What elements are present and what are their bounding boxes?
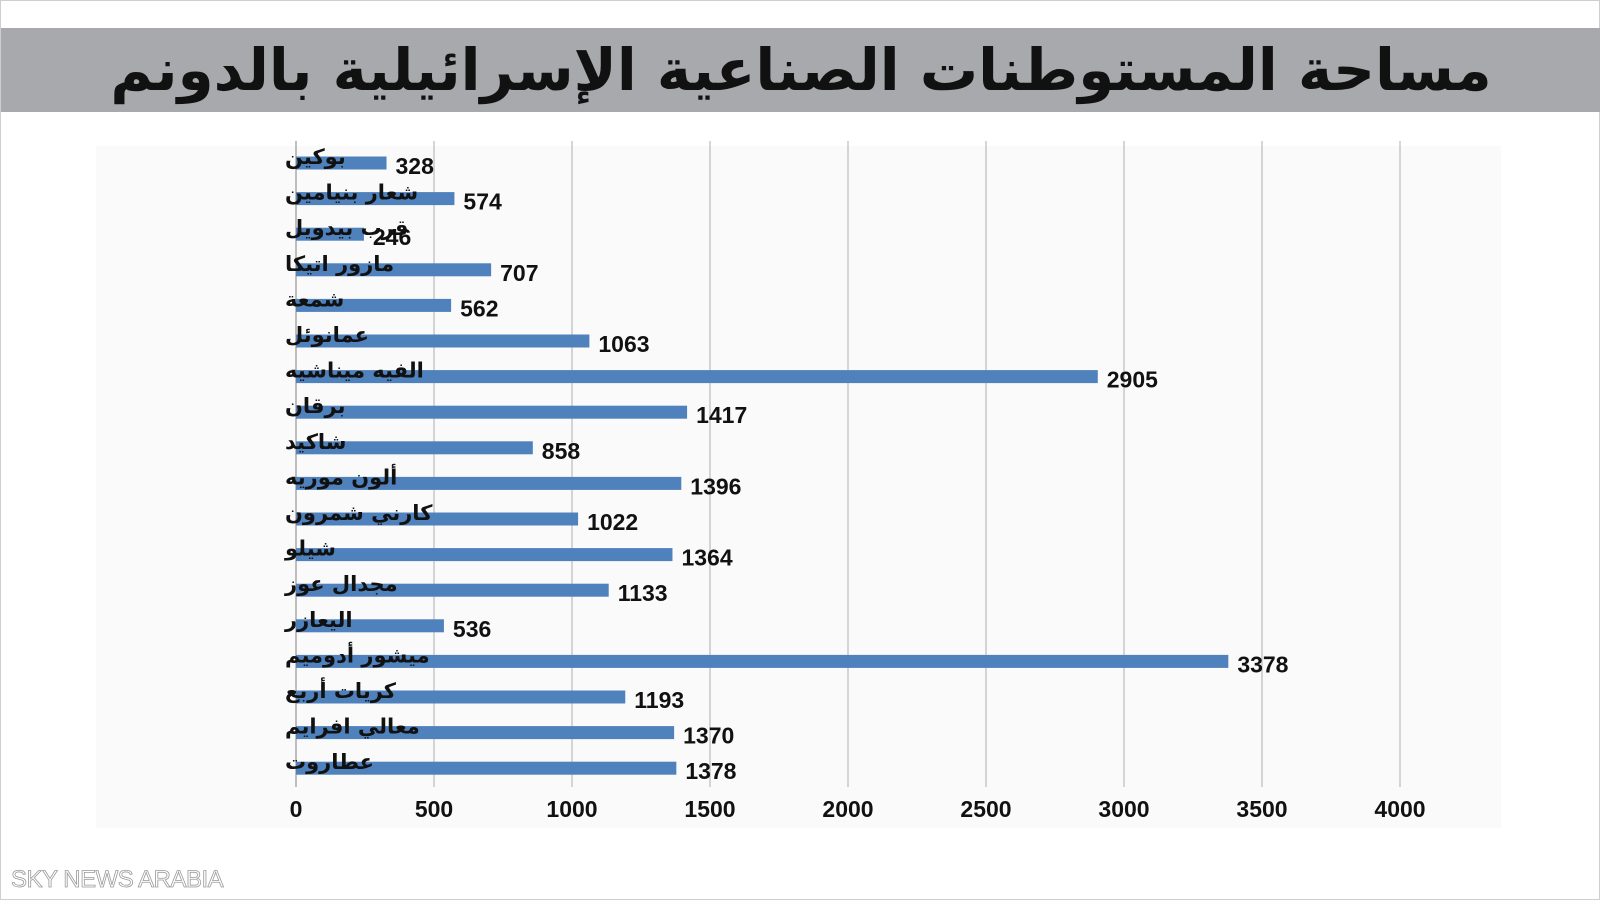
- x-tick-label: 0: [290, 796, 303, 822]
- bar: [296, 690, 626, 704]
- bar: [296, 334, 590, 348]
- bar: [296, 156, 387, 170]
- x-tick-label: 1000: [546, 796, 597, 822]
- category-label: عطاروت: [285, 750, 374, 774]
- category-label: بوكين: [285, 145, 346, 169]
- category-label: عمانوئل: [285, 323, 369, 347]
- bar: [296, 298, 452, 312]
- bar: [296, 548, 673, 562]
- data-label: 246: [373, 224, 411, 250]
- chart-title: مساحة المستوطنات الصناعية الإسرائيلية با…: [110, 36, 1492, 104]
- data-label: 328: [396, 153, 435, 179]
- x-tick-label: 1500: [684, 796, 735, 822]
- bar: [296, 512, 579, 526]
- category-label: شعار بنيامين: [285, 181, 418, 205]
- bar: [296, 370, 1098, 384]
- data-label: 1193: [634, 687, 684, 713]
- bar: [296, 263, 492, 277]
- watermark-logo: SKY NEWS ARABIA: [11, 866, 224, 893]
- x-tick-label: 2000: [822, 796, 873, 822]
- x-tick-label: 3000: [1098, 796, 1149, 822]
- x-tick-label: 500: [415, 796, 453, 822]
- category-label: مازور اتيكا: [285, 252, 394, 276]
- bar: [296, 192, 455, 206]
- category-label: مجدال عوز: [284, 572, 398, 596]
- bar: [296, 726, 675, 740]
- data-label: 1022: [587, 509, 638, 535]
- data-label: 2905: [1107, 367, 1158, 393]
- data-label: 562: [460, 295, 498, 321]
- category-label: برقان: [285, 394, 346, 418]
- x-tick-label: 2500: [960, 796, 1011, 822]
- data-label: 1396: [690, 473, 741, 499]
- bar: [296, 654, 1229, 668]
- category-label: شمعة: [285, 287, 344, 311]
- bar: [296, 761, 677, 775]
- data-label: 1063: [598, 331, 649, 357]
- x-tick-label: 4000: [1374, 796, 1425, 822]
- bar: [296, 476, 682, 490]
- bar: [296, 583, 609, 597]
- bar: [296, 227, 364, 241]
- category-label: اليعازر: [284, 608, 353, 632]
- category-label: شاكيد: [285, 430, 346, 454]
- x-tick-label: 3500: [1236, 796, 1287, 822]
- data-label: 1417: [696, 402, 747, 428]
- category-label: ألون موريه: [285, 462, 397, 489]
- data-label: 1378: [685, 758, 736, 784]
- category-label: ميشور أدوميم: [285, 640, 430, 667]
- category-label: كريات أربع: [285, 676, 397, 703]
- category-label: معالي افرايم: [285, 715, 420, 739]
- bar: [296, 441, 533, 455]
- data-label: 536: [453, 616, 491, 642]
- data-label: 707: [500, 260, 538, 286]
- data-label: 1370: [683, 723, 734, 749]
- title-bar: مساحة المستوطنات الصناعية الإسرائيلية با…: [1, 28, 1600, 112]
- data-label: 858: [542, 438, 581, 464]
- bar: [296, 405, 688, 419]
- category-label: قرب بيدويل: [285, 216, 409, 240]
- bar: [296, 619, 444, 633]
- category-label: كارني شمرون: [285, 501, 433, 525]
- category-label: الفيه ميناشيه: [285, 359, 424, 383]
- category-label: شيلو: [284, 537, 336, 561]
- data-label: 574: [463, 189, 502, 215]
- data-label: 3378: [1237, 651, 1288, 677]
- data-label: 1133: [618, 580, 668, 606]
- data-label: 1364: [681, 545, 732, 571]
